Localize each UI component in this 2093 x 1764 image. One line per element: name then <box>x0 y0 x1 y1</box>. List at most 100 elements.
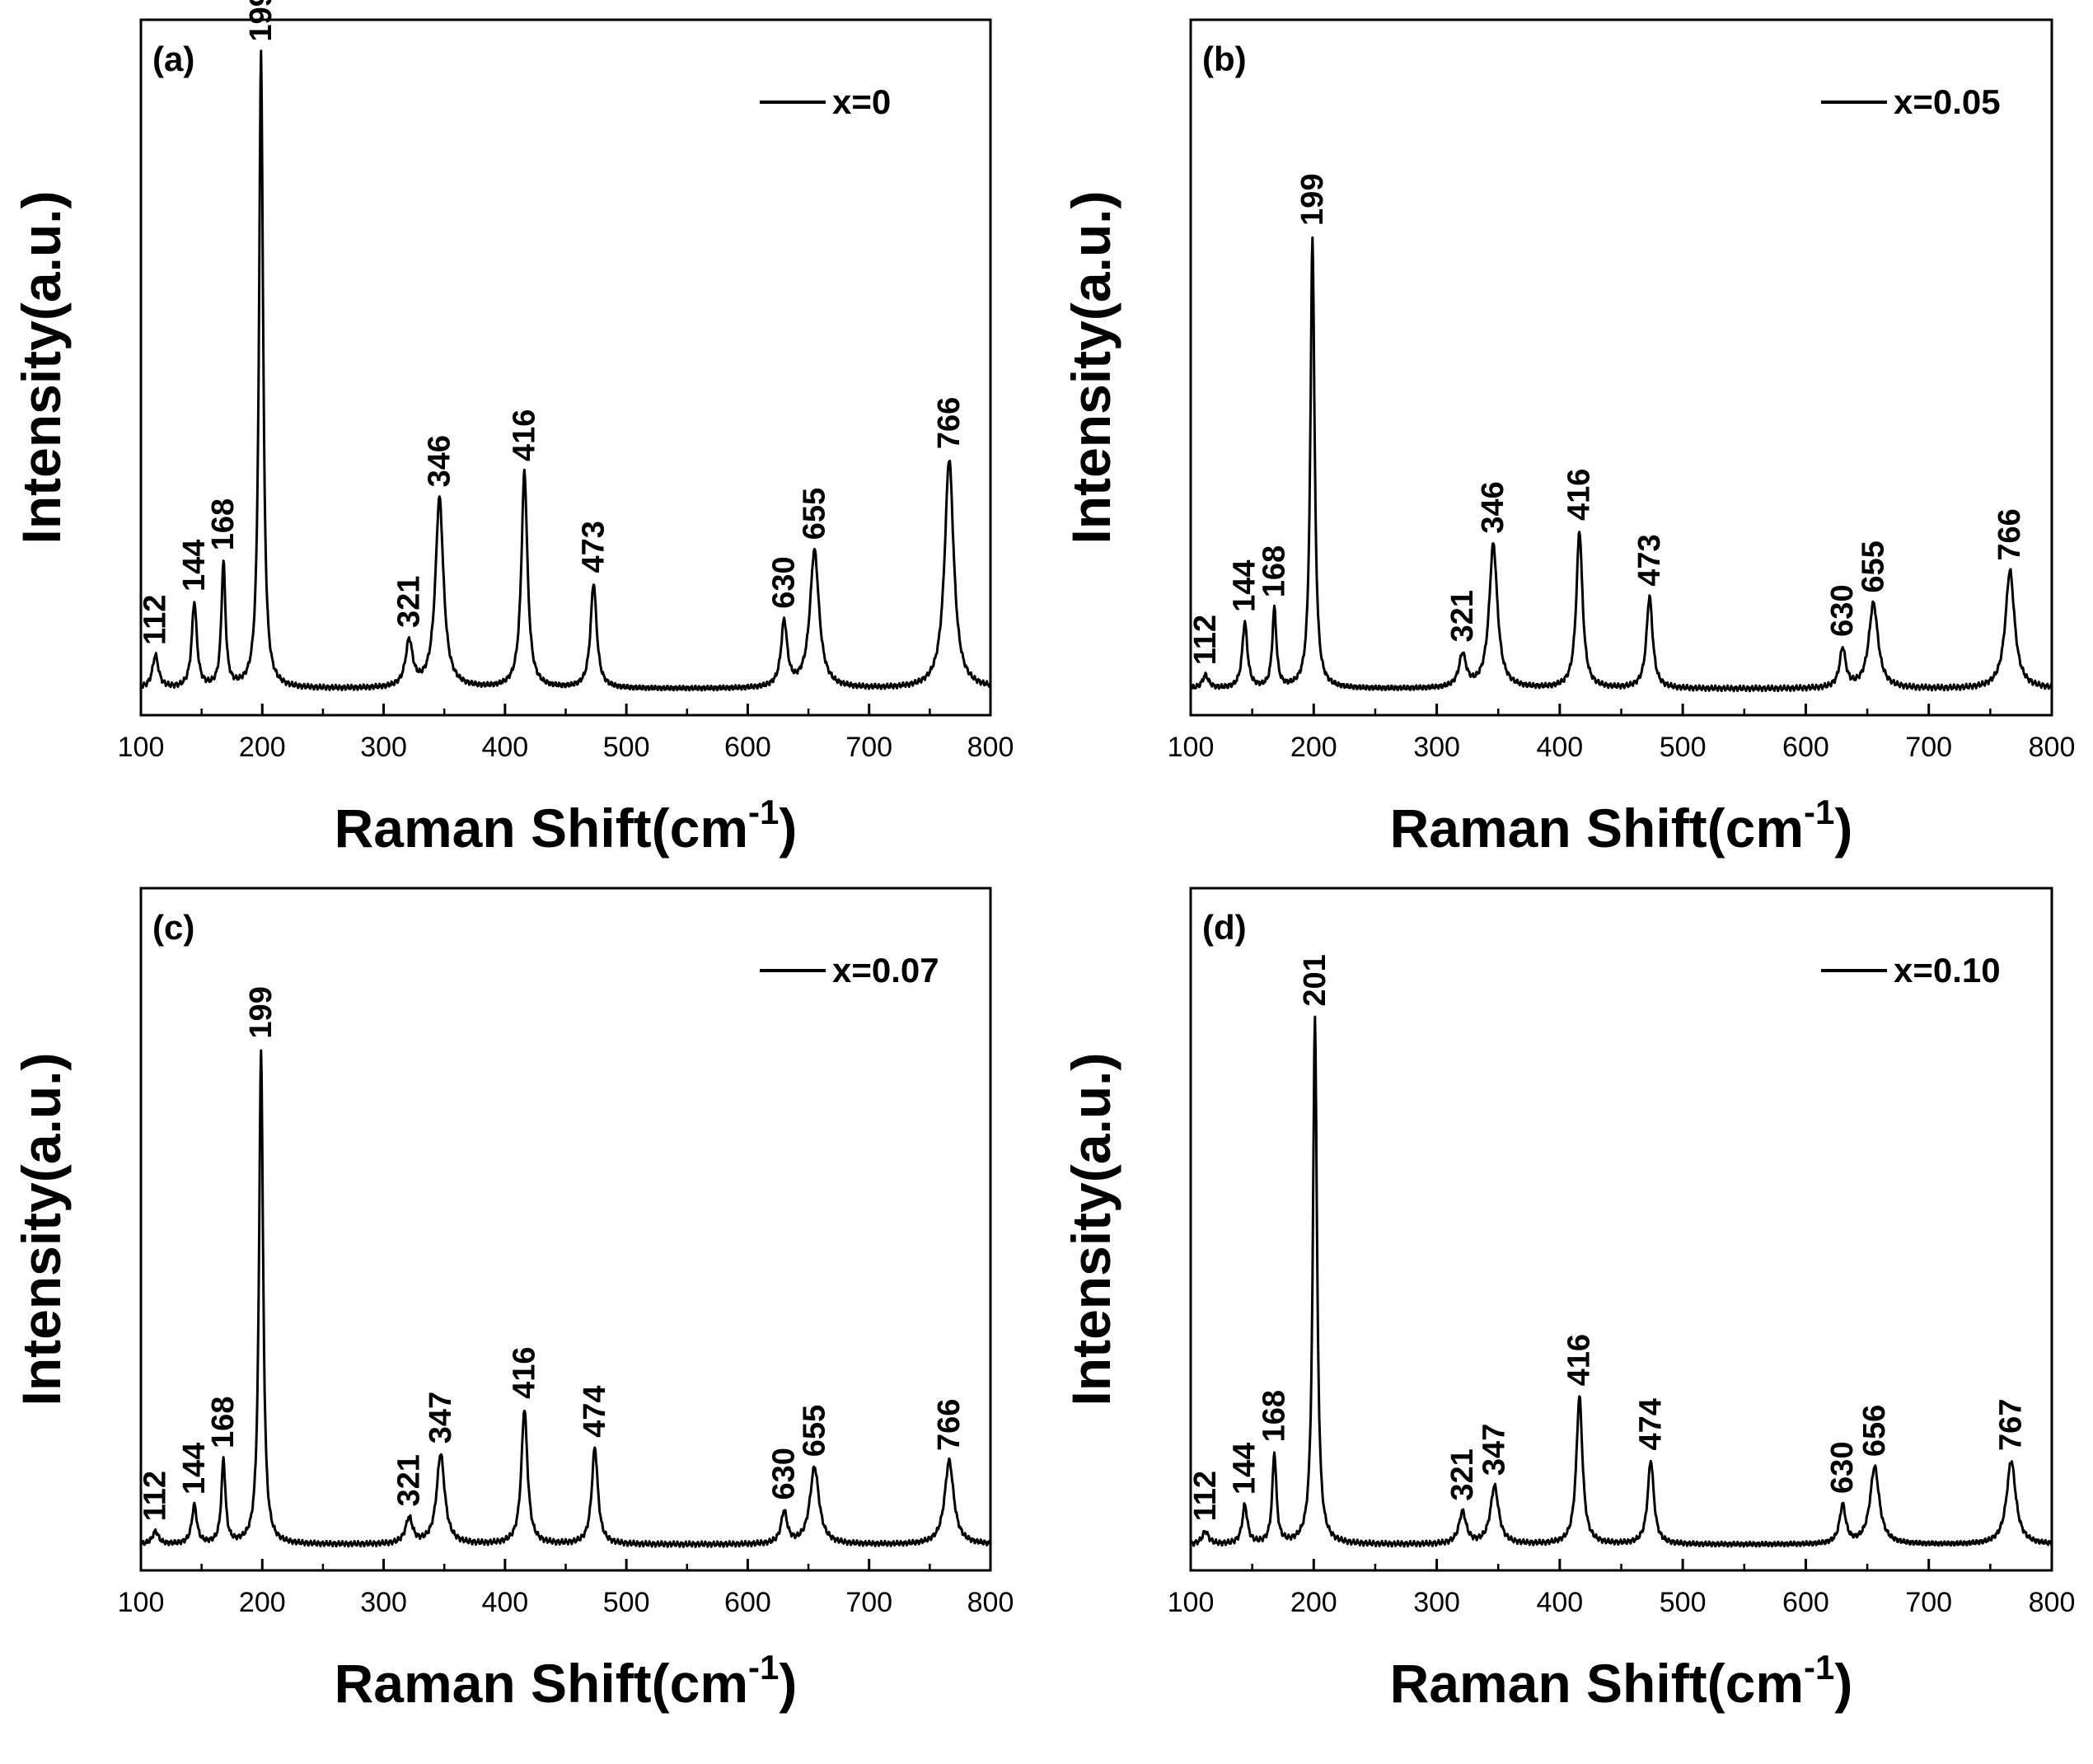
peak-label: 144 <box>1228 559 1262 611</box>
panel-label: (c) <box>152 908 194 947</box>
peak-label: 474 <box>578 1385 612 1437</box>
x-axis-title-close: ) <box>1834 798 1852 859</box>
x-tick-label: 400 <box>1536 1587 1583 1618</box>
x-axis-title-close: ) <box>779 1653 797 1714</box>
peak-label: 474 <box>1633 1398 1668 1450</box>
peak-label: 199 <box>1295 174 1330 226</box>
peak-label: 321 <box>392 1454 427 1506</box>
x-axis-title-sup: -1 <box>748 793 779 831</box>
legend-label: x=0 <box>832 82 891 121</box>
x-tick-label: 700 <box>845 732 892 763</box>
peak-label: 416 <box>1562 1334 1597 1386</box>
x-tick-label: 100 <box>118 732 165 763</box>
peak-label: 347 <box>424 1392 458 1443</box>
x-tick-label: 500 <box>1660 1587 1707 1618</box>
x-axis-title-sup: -1 <box>1804 1648 1834 1687</box>
x-tick-label: 700 <box>1905 1587 1952 1618</box>
x-tick-label: 700 <box>1905 732 1952 763</box>
x-axis-title-close: ) <box>1834 1653 1852 1714</box>
peak-label: 630 <box>1825 1442 1860 1494</box>
panel-label: (d) <box>1202 908 1247 947</box>
x-tick-label: 700 <box>845 1587 892 1618</box>
peak-label: 112 <box>1188 615 1223 665</box>
x-axis-title: Raman Shift(cm-1) <box>335 1648 798 1714</box>
peak-label: 201 <box>1298 954 1332 1006</box>
x-tick-label: 200 <box>1290 1587 1337 1618</box>
peak-label: 416 <box>507 1346 541 1398</box>
x-axis-title-sup: -1 <box>748 1648 779 1687</box>
panel-label: (a) <box>152 40 194 78</box>
peak-label: 766 <box>932 1399 967 1451</box>
x-tick-label: 800 <box>2029 1587 2076 1618</box>
x-tick-label: 300 <box>360 732 407 763</box>
x-tick-label: 500 <box>603 732 650 763</box>
peak-label: 766 <box>1992 508 2027 560</box>
peak-label: 168 <box>1257 1390 1292 1442</box>
x-tick-label: 200 <box>1290 732 1337 763</box>
peak-label: 655 <box>1857 540 1891 592</box>
x-tick-label: 100 <box>1168 732 1215 763</box>
peak-label: 655 <box>797 488 831 540</box>
peak-label: 168 <box>206 498 241 550</box>
peak-label: 767 <box>1994 1399 2029 1451</box>
spectrum-series <box>1189 1015 2053 1548</box>
x-tick-label: 400 <box>481 732 528 763</box>
x-axis-title: Raman Shift(cm-1) <box>335 793 798 859</box>
peak-label: 630 <box>1825 584 1860 636</box>
peak-label: 473 <box>1632 534 1667 586</box>
x-tick-label: 800 <box>967 732 1014 763</box>
peak-label: 168 <box>206 1397 241 1448</box>
peak-label: 144 <box>177 1443 212 1495</box>
peak-label: 473 <box>576 521 611 573</box>
legend-label: x=0.05 <box>1894 82 2001 121</box>
spectrum-series <box>139 1049 992 1548</box>
x-axis-title-main: Raman Shift(cm <box>335 1653 748 1714</box>
plot-frame <box>1189 18 2053 717</box>
x-tick-label: 600 <box>1782 732 1829 763</box>
x-tick-label: 200 <box>239 732 286 763</box>
peak-label: 199 <box>244 0 279 42</box>
x-tick-label: 300 <box>360 1587 407 1618</box>
peak-label: 112 <box>138 595 173 645</box>
y-axis-title: Intensity(a.u.) <box>11 190 72 544</box>
x-tick-label: 500 <box>1660 732 1707 763</box>
panel-label: (b) <box>1202 40 1247 78</box>
peak-label: 347 <box>1477 1424 1512 1476</box>
peak-label: 112 <box>1188 1471 1223 1521</box>
x-axis-title-main: Raman Shift(cm <box>1390 798 1804 859</box>
peak-label: 346 <box>422 435 457 487</box>
peak-label: 416 <box>1562 469 1597 521</box>
peak-label: 321 <box>1445 590 1480 642</box>
peak-label: 112 <box>138 1471 173 1521</box>
y-axis-title: Intensity(a.u.) <box>1061 190 1121 544</box>
peak-label: 766 <box>932 397 967 449</box>
x-tick-label: 100 <box>1168 1587 1215 1618</box>
peak-label: 321 <box>1445 1448 1480 1500</box>
y-axis-title: Intensity(a.u.) <box>11 1052 72 1406</box>
peak-label: 144 <box>1228 1443 1262 1495</box>
peak-label: 199 <box>244 986 279 1038</box>
legend-label: x=0.07 <box>832 951 939 990</box>
peak-label: 656 <box>1857 1405 1892 1457</box>
x-tick-label: 300 <box>1413 1587 1460 1618</box>
peak-label: 630 <box>767 556 802 608</box>
spectrum-series <box>1189 236 2053 693</box>
x-axis-title-close: ) <box>779 798 797 859</box>
x-tick-label: 200 <box>239 1587 286 1618</box>
peak-label: 416 <box>507 409 541 461</box>
legend-label: x=0.10 <box>1894 951 2001 990</box>
spectrum-series <box>139 49 992 692</box>
x-tick-label: 600 <box>724 1587 771 1618</box>
x-tick-label: 100 <box>118 1587 165 1618</box>
peak-label: 321 <box>392 576 427 628</box>
peak-label: 630 <box>767 1448 802 1500</box>
y-axis-title: Intensity(a.u.) <box>1061 1052 1121 1406</box>
peak-label: 168 <box>1257 545 1292 597</box>
x-axis-title-main: Raman Shift(cm <box>1390 1653 1804 1714</box>
peak-label: 346 <box>1476 481 1510 533</box>
